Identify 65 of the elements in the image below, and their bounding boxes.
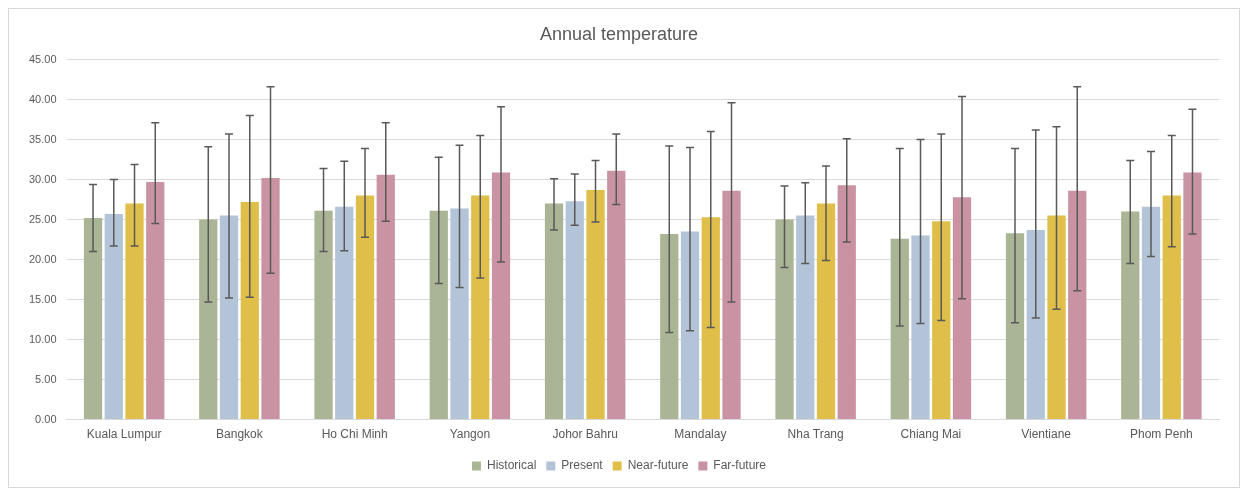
bar	[701, 217, 720, 420]
bar	[816, 203, 836, 420]
bar	[450, 208, 469, 420]
bar	[544, 203, 564, 420]
y-tick-label: 45.00	[29, 52, 57, 65]
bar	[932, 221, 951, 420]
y-tick-label: 15.00	[29, 292, 57, 305]
bar	[952, 197, 972, 420]
bar	[314, 210, 333, 420]
bar	[1183, 172, 1202, 420]
x-tick-label: Vientiane	[1021, 427, 1072, 442]
bar	[680, 231, 700, 420]
x-tick-label: Chiang Mai	[900, 427, 962, 442]
bar	[796, 215, 815, 420]
x-tick-label: Johor Bahru	[552, 427, 618, 442]
bar	[775, 219, 794, 420]
x-tick-label: Ho Chi Minh	[321, 427, 388, 442]
bar	[491, 172, 511, 420]
bar	[335, 206, 354, 420]
chart-title: Annual temperature	[539, 23, 699, 44]
bar	[146, 182, 165, 420]
bar	[890, 238, 909, 420]
bar	[125, 203, 144, 420]
y-tick-label: 25.00	[29, 212, 57, 225]
bar	[1141, 206, 1161, 420]
bar	[586, 190, 605, 420]
legend-label: Near-future	[627, 458, 689, 473]
y-tick-label: 20.00	[29, 252, 57, 265]
y-tick-label: 30.00	[29, 172, 57, 185]
bar	[83, 218, 103, 420]
y-tick-label: 35.00	[29, 132, 57, 145]
bar	[722, 190, 741, 420]
bar	[104, 214, 123, 420]
x-tick-label: Phom Penh	[1130, 427, 1193, 442]
bar	[607, 170, 626, 420]
y-tick-label: 0.00	[35, 412, 57, 425]
bar	[429, 210, 448, 420]
bar	[240, 202, 259, 420]
x-tick-label: Mandalay	[674, 427, 727, 442]
bar	[911, 235, 930, 420]
legend-label: Historical	[486, 458, 537, 473]
bar	[1026, 230, 1045, 420]
bar	[565, 201, 584, 420]
bar	[1047, 215, 1066, 420]
bar	[1121, 211, 1140, 420]
bar	[199, 219, 218, 420]
x-tick-label: Yangon	[449, 427, 491, 442]
y-tick-label: 10.00	[29, 332, 57, 345]
x-tick-label: Bangkok	[216, 427, 264, 442]
bar	[837, 185, 856, 420]
bar	[660, 234, 679, 420]
x-tick-label: Kuala Lumpur	[86, 427, 162, 442]
bar	[1162, 195, 1181, 420]
bar	[219, 215, 239, 420]
y-tick-label: 40.00	[29, 92, 57, 105]
bar	[471, 195, 490, 420]
legend-label: Present	[561, 458, 604, 473]
legend-label: Far-future	[713, 458, 767, 473]
bar	[355, 195, 375, 420]
x-tick-label: Nha Trang	[787, 427, 844, 442]
bar	[1005, 233, 1025, 420]
bar	[1068, 190, 1087, 420]
y-tick-label: 5.00	[35, 372, 57, 385]
bar	[261, 178, 280, 420]
bar	[376, 174, 395, 420]
